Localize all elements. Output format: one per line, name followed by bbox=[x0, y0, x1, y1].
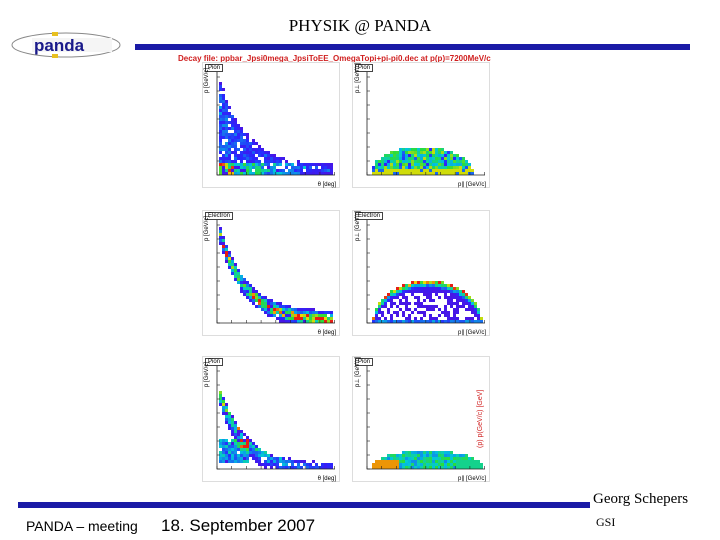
plot-panel: Pion p⊥ [GeV/c] p∥ [GeV/c] bbox=[352, 62, 490, 188]
panel-label: Electron bbox=[205, 212, 234, 220]
histogram bbox=[366, 365, 485, 470]
panel-label: Pion bbox=[205, 358, 224, 366]
histogram bbox=[366, 71, 485, 176]
x-axis-label: θ [deg] bbox=[317, 476, 336, 482]
decay-label: Decay file: ppbar_Jpsi0mega_JpsiToEE_Ome… bbox=[178, 54, 491, 63]
x-axis-label: θ [deg] bbox=[317, 330, 336, 336]
histogram bbox=[366, 219, 485, 324]
slide-title: PHYSIK @ PANDA bbox=[288, 16, 432, 35]
plot-panel: Electron p [GeV/c] θ [deg] bbox=[202, 210, 340, 336]
x-axis-label: p∥ [GeV/c] bbox=[457, 330, 486, 336]
histogram bbox=[216, 71, 335, 176]
meeting-date: 18. September 2007 bbox=[161, 516, 316, 535]
y-axis-label: p⊥ [GeV/c] bbox=[355, 356, 361, 387]
y-axis-label: p⊥ [GeV/c] bbox=[355, 62, 361, 93]
panda-logo: panda bbox=[11, 32, 121, 58]
panel-label: Pion bbox=[355, 64, 374, 72]
histogram bbox=[216, 365, 335, 470]
side-label: (p) p(GeV/c) [GeV] bbox=[477, 389, 484, 448]
y-axis-label: p [GeV/c] bbox=[204, 361, 210, 387]
panel-label: Pion bbox=[355, 358, 374, 366]
meeting-label: PANDA – meeting bbox=[26, 518, 138, 534]
y-axis-label: p⊥ [GeV/c] bbox=[355, 210, 361, 241]
author-name: Georg Schepers bbox=[593, 491, 689, 507]
x-axis-label: p∥ [GeV/c] bbox=[457, 182, 486, 188]
panel-label: Electron bbox=[355, 212, 384, 220]
y-axis-label: p [GeV/c] bbox=[204, 67, 210, 93]
bottom-divider bbox=[18, 502, 590, 508]
panel-label: Pion bbox=[205, 64, 224, 72]
plot-panel: Pion p [GeV/c] θ [deg] bbox=[202, 62, 340, 188]
plot-panel: Electron p⊥ [GeV/c] p∥ [GeV/c] bbox=[352, 210, 490, 336]
y-axis-label: p [GeV/c] bbox=[204, 215, 210, 241]
x-axis-label: p∥ [GeV/c] bbox=[457, 476, 486, 482]
x-axis-label: θ [deg] bbox=[317, 182, 336, 188]
institute: GSI bbox=[596, 515, 616, 529]
plot-panel: Pion p⊥ [GeV/c] p∥ [GeV/c] bbox=[352, 356, 490, 482]
histogram bbox=[216, 219, 335, 324]
plot-panel: Pion p [GeV/c] θ [deg] bbox=[202, 356, 340, 482]
logo-text: panda bbox=[34, 36, 85, 55]
top-divider bbox=[135, 44, 690, 50]
